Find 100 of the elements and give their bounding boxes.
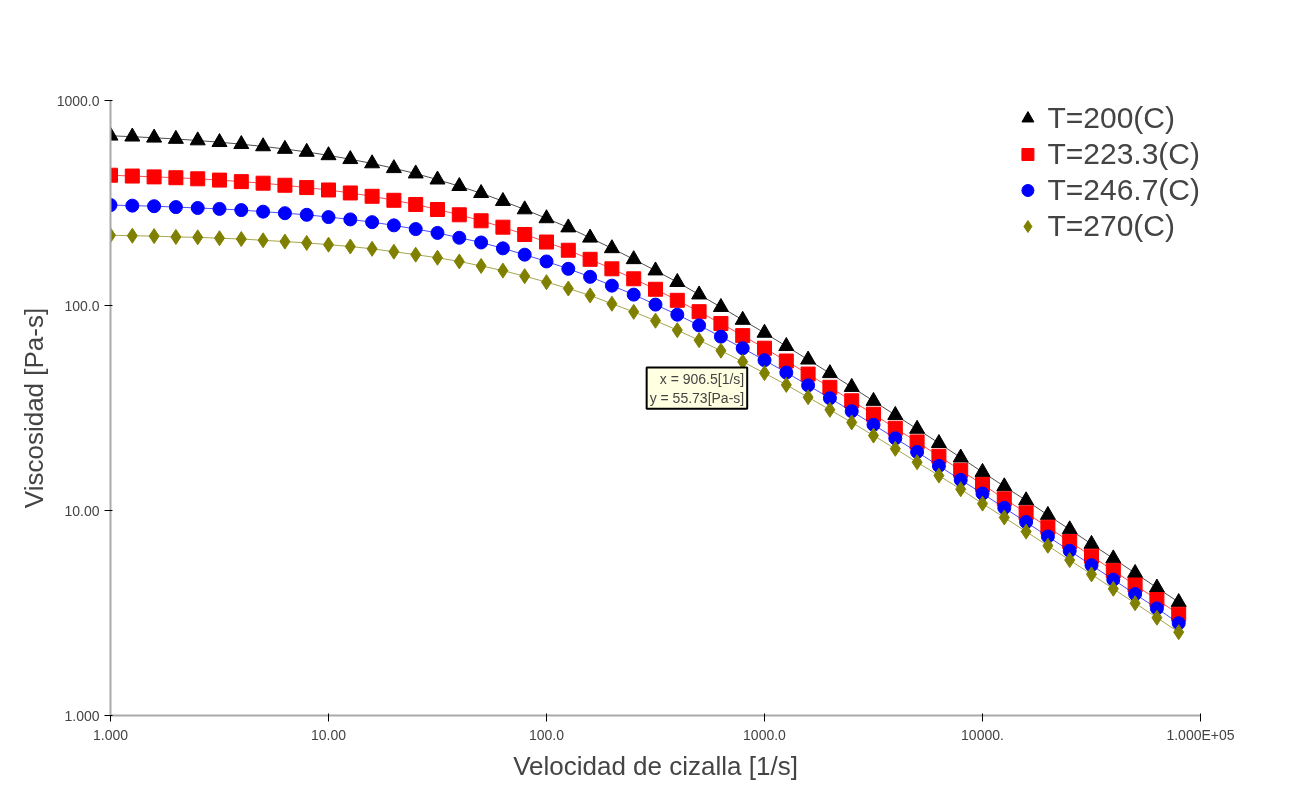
point <box>431 249 443 266</box>
point <box>628 303 640 320</box>
point <box>190 171 206 187</box>
point <box>671 322 683 339</box>
point <box>147 199 162 214</box>
point <box>235 231 247 248</box>
x-tick-label: 1.000E+05 <box>1166 726 1235 743</box>
point <box>625 250 642 265</box>
point <box>233 174 249 190</box>
point <box>1129 595 1141 612</box>
point <box>366 240 378 257</box>
point <box>495 241 510 256</box>
point <box>408 222 423 237</box>
point <box>211 172 227 188</box>
point <box>189 131 206 146</box>
point <box>1173 624 1185 641</box>
point <box>1105 549 1122 564</box>
point <box>778 353 794 369</box>
point <box>692 318 707 333</box>
x-tick-label: 1.000 <box>92 726 129 743</box>
point <box>647 281 663 297</box>
x-tick-label: 10.00 <box>310 726 347 743</box>
point <box>342 150 359 165</box>
point <box>626 271 642 287</box>
point <box>299 180 315 196</box>
point <box>930 434 947 449</box>
point <box>167 129 184 144</box>
point <box>517 227 533 242</box>
point <box>735 328 751 344</box>
point <box>582 251 598 267</box>
point <box>560 242 576 258</box>
point <box>649 312 661 329</box>
point <box>211 133 228 148</box>
point <box>495 219 511 235</box>
point <box>407 164 424 179</box>
point <box>822 391 837 406</box>
point <box>298 142 315 157</box>
point <box>538 209 555 224</box>
x-tick-label: 1000.0 <box>743 726 787 743</box>
point <box>889 440 901 457</box>
point <box>539 254 554 269</box>
point <box>517 247 532 262</box>
point <box>604 278 619 293</box>
point <box>560 218 577 233</box>
point <box>844 404 859 419</box>
point <box>691 285 708 300</box>
point <box>385 159 402 174</box>
point <box>516 200 533 215</box>
point <box>604 261 620 277</box>
point <box>474 235 489 250</box>
x-tick-label: 10000. <box>961 726 1004 743</box>
point <box>1085 566 1097 583</box>
point <box>691 304 707 320</box>
point <box>539 234 554 250</box>
point <box>669 292 685 308</box>
point <box>124 168 140 184</box>
point <box>648 297 663 312</box>
point <box>800 350 817 365</box>
point <box>386 192 402 208</box>
point <box>255 175 271 191</box>
point <box>583 269 598 284</box>
point <box>364 188 380 204</box>
point <box>647 261 664 276</box>
point <box>584 287 596 304</box>
point <box>562 280 574 297</box>
point <box>1042 537 1054 554</box>
point <box>821 364 838 379</box>
point <box>256 204 271 219</box>
point <box>910 444 925 459</box>
point <box>911 454 923 471</box>
point <box>778 337 795 352</box>
point <box>234 203 249 218</box>
point <box>279 233 291 250</box>
point <box>125 198 140 213</box>
point <box>801 378 816 393</box>
point <box>301 234 313 251</box>
point <box>212 201 227 216</box>
y-tick-label: 100.0 <box>64 297 100 314</box>
y-tick-label: 10.00 <box>64 502 100 519</box>
point <box>497 262 509 279</box>
point <box>320 146 337 161</box>
point <box>780 376 792 393</box>
point <box>276 139 293 154</box>
point <box>386 218 401 233</box>
point <box>606 295 618 312</box>
y-tick-label: 1.000 <box>64 707 100 724</box>
point <box>453 253 465 270</box>
point <box>364 154 381 169</box>
point <box>168 170 184 186</box>
point <box>277 177 293 193</box>
point <box>626 287 641 302</box>
point <box>148 228 160 245</box>
point <box>277 206 292 221</box>
legend-label: T=223.3(C) <box>1047 136 1200 172</box>
point <box>344 238 356 255</box>
legend-label: T=270(C) <box>1047 208 1175 244</box>
x-axis-title: Velocidad de cizalla [1/s] <box>513 750 798 781</box>
point <box>192 229 204 246</box>
point <box>255 137 272 152</box>
point <box>867 427 879 444</box>
